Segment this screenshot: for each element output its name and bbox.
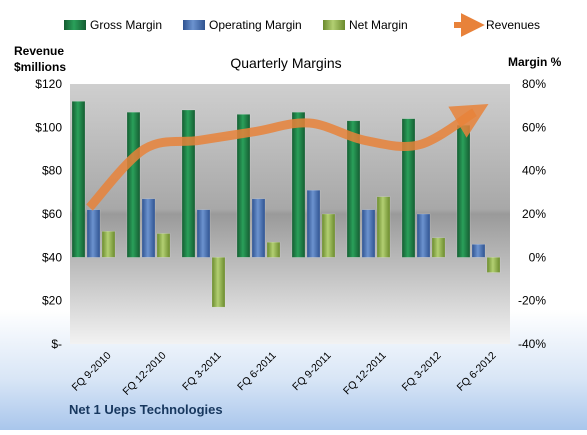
legend-swatch-net-margin [323,20,345,30]
bar-gross-margin-fq-12-2010 [126,111,141,258]
bar-net-margin-fq-6-2011 [266,241,281,258]
legend-swatch-gross-margin [64,20,86,30]
left-tick-20: $20 [42,294,62,308]
legend: Gross Margin Operating Margin Net Margin Re… [64,13,540,37]
left-tick-120: $120 [35,77,62,91]
x-tick-fq-12-2011: FQ 12-2011 [341,350,389,398]
bar-net-margin-fq-3-2012 [431,237,446,258]
bar-gross-margin-fq-3-2011 [181,109,196,258]
series-line-revenues [86,103,489,211]
x-tick-fq-12-2010: FQ 12-2010 [121,350,169,398]
x-tick-fq-9-2011: FQ 9-2011 [290,350,334,394]
x-tick-fq-3-2012: FQ 3-2012 [400,350,444,394]
bar-operating-margin-fq-12-2010 [141,198,156,258]
left-tick-labels: $- $20 $40 $60 $80 $100 $120 [35,77,62,351]
left-tick-80: $80 [42,164,62,178]
company-name: Net 1 Ueps Technologies [69,402,223,417]
x-tick-fq-3-2011: FQ 3-2011 [180,350,224,394]
bar-net-margin-fq-3-2011 [211,257,226,308]
left-tick-60: $60 [42,207,62,221]
legend-label-gross-margin: Gross Margin [90,18,162,32]
bar-net-margin-fq-9-2010 [101,231,116,258]
bar-net-margin-fq-9-2011 [321,213,336,258]
legend-swatch-operating-margin [183,20,205,30]
legend-label-revenues: Revenues [486,18,540,32]
bars [71,101,501,308]
left-axis-label-line1: Revenue [14,44,64,58]
bar-net-margin-fq-12-2011 [376,196,391,258]
left-axis-label-line2: $millions [14,60,66,74]
x-tick-fq-9-2010: FQ 9-2010 [70,350,114,394]
left-tick-40: $40 [42,250,62,264]
bar-net-margin-fq-6-2012 [486,257,501,273]
left-tick-: $- [51,337,62,351]
bar-gross-margin-fq-3-2012 [401,118,416,258]
bar-gross-margin-fq-6-2012 [456,124,471,258]
bar-operating-margin-fq-3-2012 [416,213,431,258]
right-tick-60: 60% [522,120,546,134]
legend-label-operating-margin: Operating Margin [209,18,302,32]
right-tick-80: 80% [522,77,546,91]
bar-operating-margin-fq-9-2011 [306,189,321,258]
right-tick-20: 20% [522,207,546,221]
left-tick-100: $100 [35,120,62,134]
bar-operating-margin-fq-3-2011 [196,209,211,258]
bar-net-margin-fq-12-2010 [156,233,171,258]
bar-operating-margin-fq-6-2012 [471,244,486,258]
bar-operating-margin-fq-12-2011 [361,209,376,258]
bar-gross-margin-fq-6-2011 [236,114,251,258]
right-tick-20: -20% [518,294,546,308]
right-axis-label: Margin % [508,55,562,69]
bar-operating-margin-fq-9-2010 [86,209,101,258]
x-tick-fq-6-2011: FQ 6-2011 [235,350,279,394]
x-tick-fq-6-2012: FQ 6-2012 [455,350,499,394]
bar-gross-margin-fq-9-2011 [291,111,306,258]
revenue-line [86,103,489,211]
right-tick-0: 0% [529,250,547,264]
bar-operating-margin-fq-6-2011 [251,198,266,258]
right-tick-labels: -40% -20% 0% 20% 40% 60% 80% [518,77,546,351]
bar-gross-margin-fq-9-2010 [71,101,86,258]
chart-title: Quarterly Margins [230,55,341,71]
right-tick-40: 40% [522,164,546,178]
right-tick-40: -40% [518,337,546,351]
bar-gross-margin-fq-12-2011 [346,120,361,258]
x-tick-labels: FQ 9-2010 FQ 12-2010 FQ 3-2011 FQ 6-2011 FQ … [70,350,499,398]
legend-label-net-margin: Net Margin [349,18,408,32]
